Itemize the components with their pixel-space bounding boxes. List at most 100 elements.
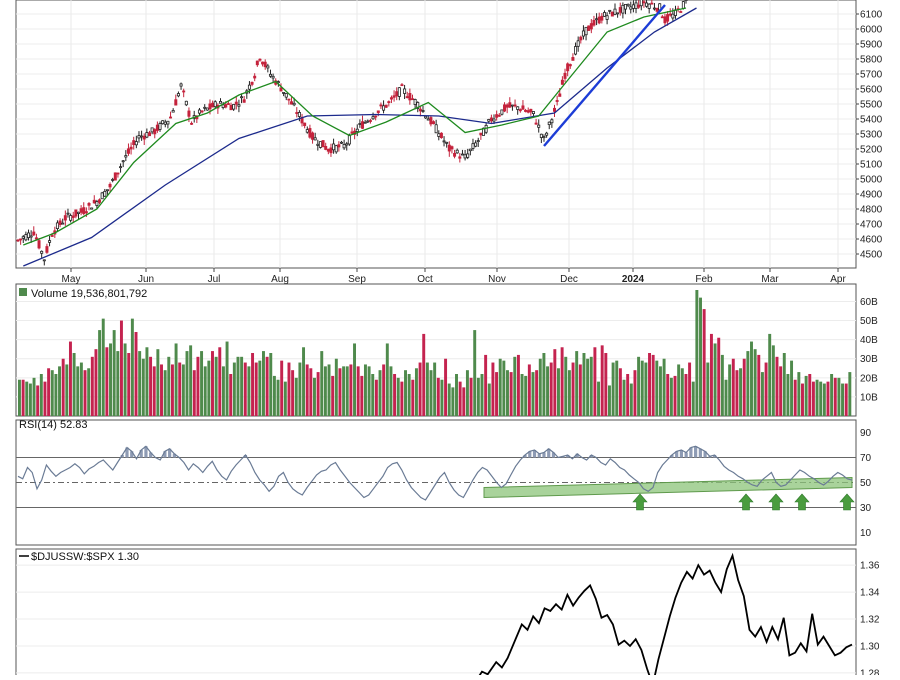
candle-body — [534, 122, 538, 125]
volume-bar — [713, 343, 717, 416]
candle-body — [618, 7, 622, 13]
candle-body — [140, 135, 144, 138]
candle-body — [613, 8, 617, 15]
candle-body — [537, 124, 541, 128]
volume-bar — [702, 309, 706, 416]
candle-body — [187, 110, 191, 117]
candle-body — [126, 148, 130, 154]
candle-body — [468, 148, 472, 152]
month-label: Jun — [138, 274, 154, 285]
candle-body — [213, 101, 217, 108]
candle-body — [408, 92, 412, 101]
candle-body — [79, 208, 83, 213]
candle-body — [576, 40, 580, 47]
month-label: Mar — [761, 274, 779, 285]
volume-bar — [524, 375, 528, 416]
candle-body — [429, 117, 433, 125]
candle-body — [416, 102, 420, 109]
volume-bar — [94, 349, 98, 416]
volume-bar — [648, 353, 651, 416]
candle-body — [555, 100, 559, 102]
volume-bar — [768, 333, 772, 416]
volume-bar — [516, 354, 520, 416]
candle-body — [311, 132, 315, 140]
candle-body — [76, 211, 80, 214]
price-axis-label: 4700 — [860, 220, 883, 231]
candle-body — [234, 101, 238, 105]
candle-body — [82, 207, 86, 215]
rsi-axis-label: 10 — [860, 528, 872, 539]
candle-body — [29, 235, 33, 238]
ratio-line — [475, 552, 853, 680]
candle-body — [124, 155, 128, 158]
candle-body — [250, 81, 254, 85]
volume-bar — [149, 356, 153, 416]
price-axis-label: 5500 — [860, 100, 883, 111]
candle-body — [463, 154, 467, 159]
volume-bar — [786, 374, 790, 416]
volume-bar — [567, 370, 571, 416]
candle-body — [574, 46, 578, 55]
candle-body — [169, 116, 173, 119]
candle-body — [268, 73, 272, 77]
volume-bar — [753, 349, 757, 416]
candle-body — [545, 132, 549, 136]
candle-body — [63, 215, 67, 221]
candle-body — [332, 143, 336, 151]
candle-body — [221, 104, 225, 108]
volume-bar — [221, 366, 225, 416]
candle-body — [671, 13, 675, 19]
volume-bar — [236, 356, 240, 416]
volume-bar — [717, 337, 721, 416]
volume-bar — [36, 385, 40, 416]
candle-body — [366, 120, 370, 123]
candle-body — [487, 119, 491, 122]
volume-bar — [141, 358, 145, 416]
candle-body — [363, 121, 367, 124]
volume-bar — [447, 383, 451, 416]
volume-bar — [819, 381, 823, 416]
volume-bar — [462, 387, 466, 416]
volume-bar — [185, 351, 189, 416]
candle-body — [355, 128, 359, 132]
volume-bar — [444, 358, 448, 416]
volume-bar — [666, 374, 670, 416]
volume-bar — [422, 333, 426, 416]
candle-body — [232, 104, 236, 110]
candle-body — [608, 9, 612, 12]
volume-bar — [695, 290, 699, 416]
volume-bar — [622, 379, 626, 416]
month-label: May — [62, 274, 81, 285]
candle-body — [455, 149, 459, 154]
volume-bar — [345, 366, 349, 416]
volume-bar — [152, 366, 156, 416]
volume-bar — [312, 377, 316, 416]
volume-bar — [615, 360, 619, 416]
volume-bar — [334, 358, 338, 416]
volume-bar — [39, 374, 43, 416]
volume-bar — [265, 356, 269, 416]
candle-body — [150, 127, 154, 133]
rsi-line — [17, 445, 853, 501]
price-axis-label: 4600 — [860, 235, 883, 246]
volume-bar — [538, 358, 542, 416]
candle-body — [297, 112, 301, 117]
volume-bar — [706, 362, 710, 416]
candle-body — [434, 124, 438, 134]
candle-body — [368, 120, 372, 122]
volume-bar — [586, 358, 590, 416]
volume-bar — [287, 362, 291, 416]
volume-bar — [418, 362, 422, 416]
candle-body — [560, 79, 564, 85]
volume-bar — [196, 356, 200, 416]
volume-bar — [764, 362, 768, 416]
volume-bar — [389, 366, 393, 416]
volume-bar — [484, 354, 488, 416]
candle-body — [432, 121, 436, 124]
price-axis-label: 5100 — [860, 160, 883, 171]
volume-bar — [258, 360, 262, 416]
volume-bar — [804, 375, 808, 416]
candle-body — [466, 153, 470, 158]
volume-bar — [200, 351, 204, 416]
candle-body — [24, 234, 28, 241]
